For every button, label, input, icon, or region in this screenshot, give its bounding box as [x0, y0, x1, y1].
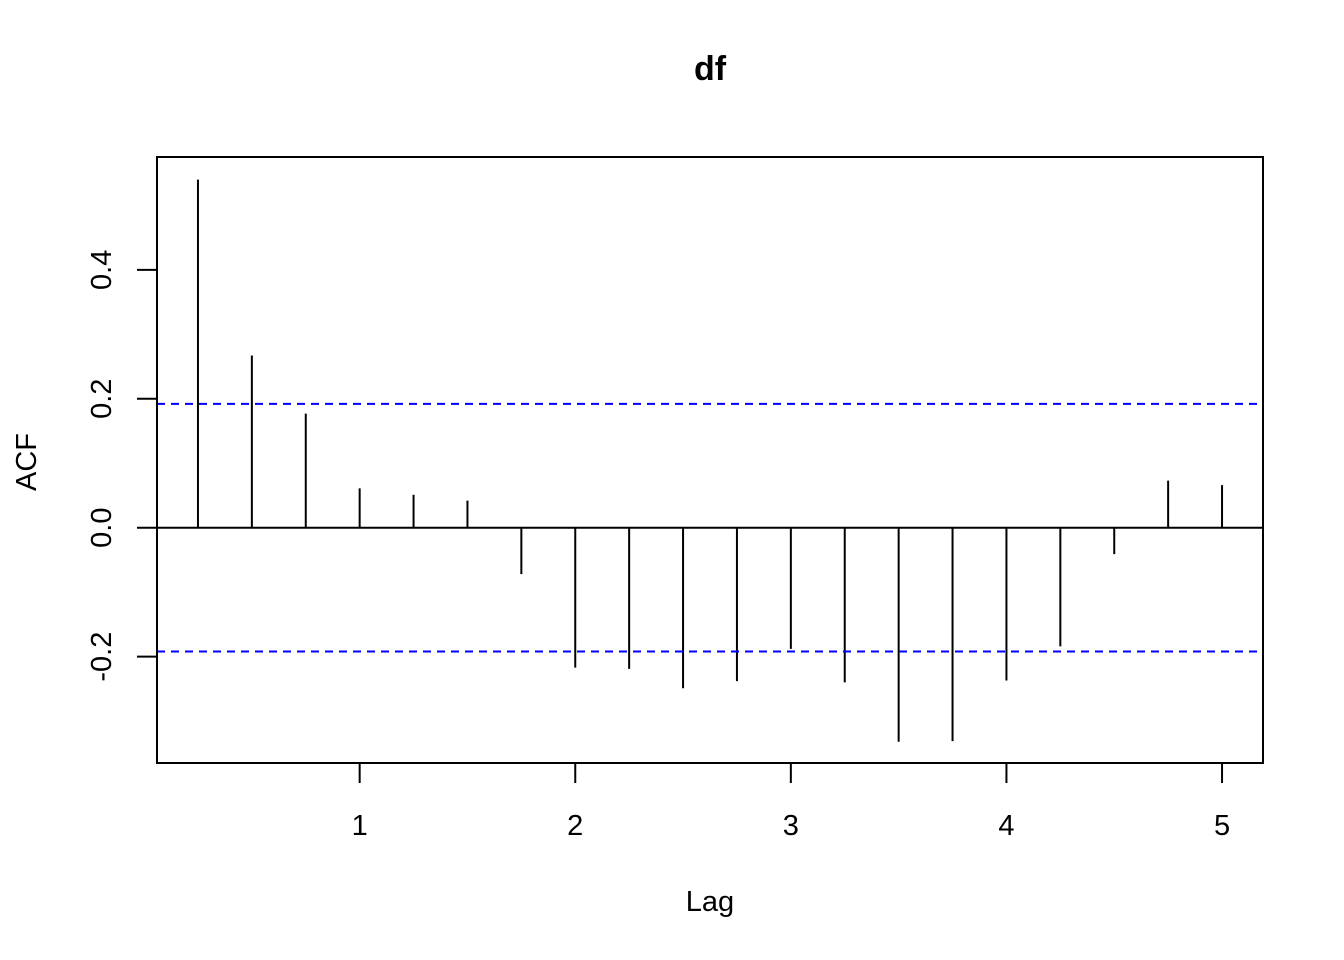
y-tick-label: 0.0 [86, 508, 118, 548]
x-tick-label: 5 [1214, 810, 1230, 842]
x-tick-label: 3 [783, 810, 799, 842]
x-tick-label: 4 [998, 810, 1014, 842]
y-axis-label: ACF [11, 433, 43, 491]
confidence-bounds [157, 402, 1263, 653]
acf-bars [157, 179, 1263, 742]
chart-title: df [694, 50, 727, 88]
x-tick-label: 2 [567, 810, 583, 842]
x-axis: 1 2 3 4 5 [352, 762, 1230, 842]
y-axis: -0.2 0.0 0.2 0.4 [86, 250, 158, 682]
x-axis-label: Lag [686, 886, 734, 918]
plot-frame [156, 156, 1264, 764]
y-tick-label: 0.2 [86, 379, 118, 419]
y-tick-label: 0.4 [86, 250, 118, 290]
y-tick-label: -0.2 [86, 632, 118, 682]
x-tick-label: 1 [352, 810, 368, 842]
